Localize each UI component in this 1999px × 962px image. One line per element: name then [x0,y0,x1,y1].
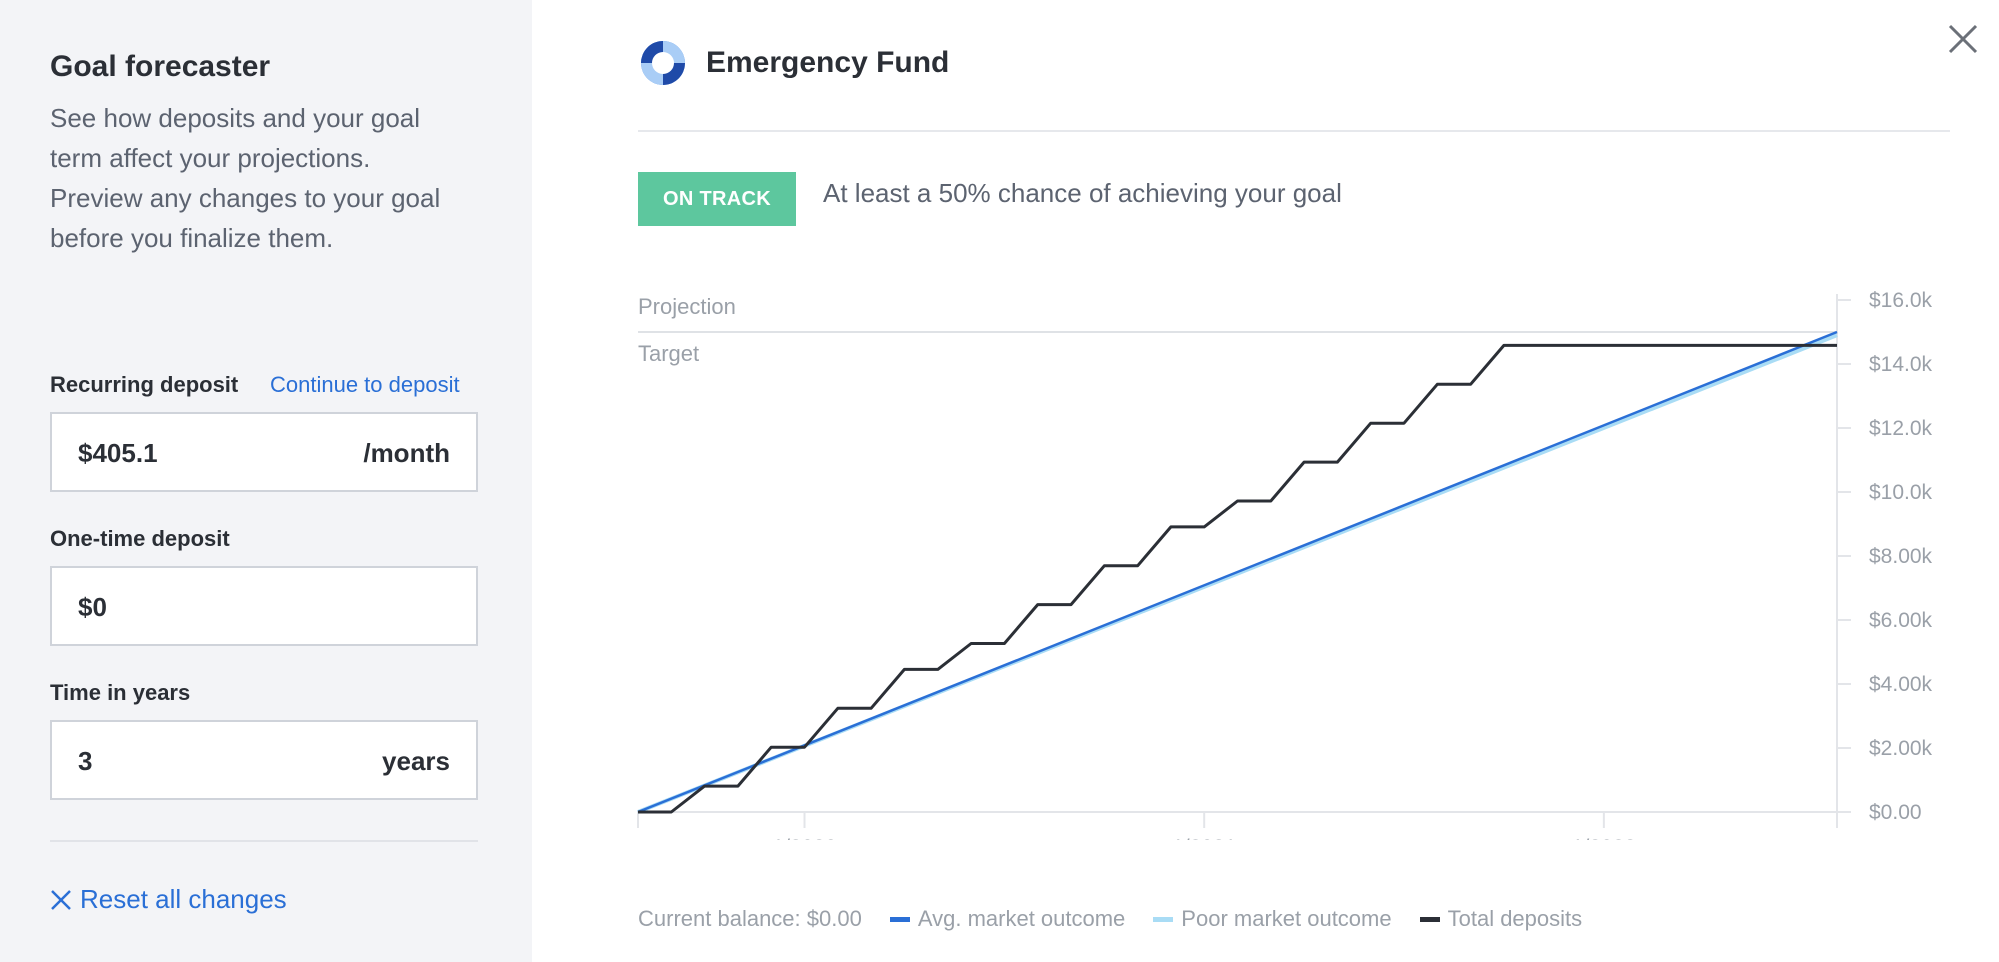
y-tick-label: $16.0k [1869,289,1933,312]
reset-all-changes-button[interactable]: Reset all changes [50,884,287,915]
one-time-deposit-input[interactable]: $0 [50,566,478,646]
current-balance: Current balance: $0.00 [638,906,862,931]
time-in-years-input[interactable]: 3 years [50,720,478,800]
legend-poor-label: Poor market outcome [1181,906,1392,931]
total-deposits-line [638,343,1837,814]
legend-avg-outcome: Avg. market outcome [889,906,1126,932]
x-tick-label: 1/2020 [772,836,836,840]
x-tick-label: 1/2022 [1572,836,1636,840]
y-tick-label: $12.0k [1869,417,1933,440]
y-tick-label: $8.00k [1869,545,1933,568]
y-tick-label: $0.00 [1869,801,1922,824]
legend-total-deposits: Total deposits [1419,906,1583,932]
time-in-years-label: Time in years [50,680,191,705]
recurring-deposit-input[interactable]: $405.1 /month [50,412,478,492]
legend-avg-label: Avg. market outcome [917,906,1126,931]
x-tick-label: 1/2021 [1172,836,1236,840]
reset-label[interactable]: Reset all changes [80,884,287,914]
y-tick-label: $10.0k [1869,481,1933,504]
projection-label: Projection [638,294,736,319]
panel-title: Goal forecaster [50,50,271,83]
y-tick-label: $4.00k [1869,673,1933,696]
goal-title: Emergency Fund [706,46,950,79]
avg-market-outcome-line [637,330,1838,814]
target-label: Target [638,341,699,366]
panel-divider [50,840,478,842]
status-badge: ON TRACK [638,172,796,226]
y-tick-label: $14.0k [1869,353,1933,376]
projection-chart: Projection Target $0.00 $2.00k $4.00k $6.00… [637,289,1933,840]
life-ring-icon [641,41,685,85]
close-icon[interactable] [1946,22,1980,56]
status-text: At least a 50% chance of achieving your … [823,178,1342,208]
legend-poor-outcome: Poor market outcome [1153,906,1392,932]
continue-to-deposit-link[interactable]: Continue to deposit [270,372,460,397]
close-icon [51,889,71,910]
y-tick-label: $2.00k [1869,737,1933,760]
recurring-deposit-label: Recurring deposit [50,372,239,397]
time-in-years-unit: years [382,746,450,776]
recurring-deposit-value[interactable]: $405.1 [78,438,158,468]
legend-swatch-poor [1153,916,1174,922]
header-divider [638,130,1950,132]
y-tick-label: $6.00k [1869,609,1933,632]
time-in-years-value[interactable]: 3 [78,746,93,776]
panel-description: See how deposits and your goal term affe… [50,103,441,253]
one-time-deposit-label: One-time deposit [50,526,230,551]
legend-swatch-avg [889,916,910,922]
chart-legend: Current balance: $0.00 Avg. market outco… [638,906,1582,932]
recurring-deposit-unit: /month [363,438,450,468]
legend-swatch-deposits [1419,916,1440,922]
one-time-deposit-value[interactable]: $0 [78,592,107,622]
goal-forecaster-panel: Goal forecaster See how deposits and you… [0,0,532,962]
legend-deposits-label: Total deposits [1447,906,1583,931]
